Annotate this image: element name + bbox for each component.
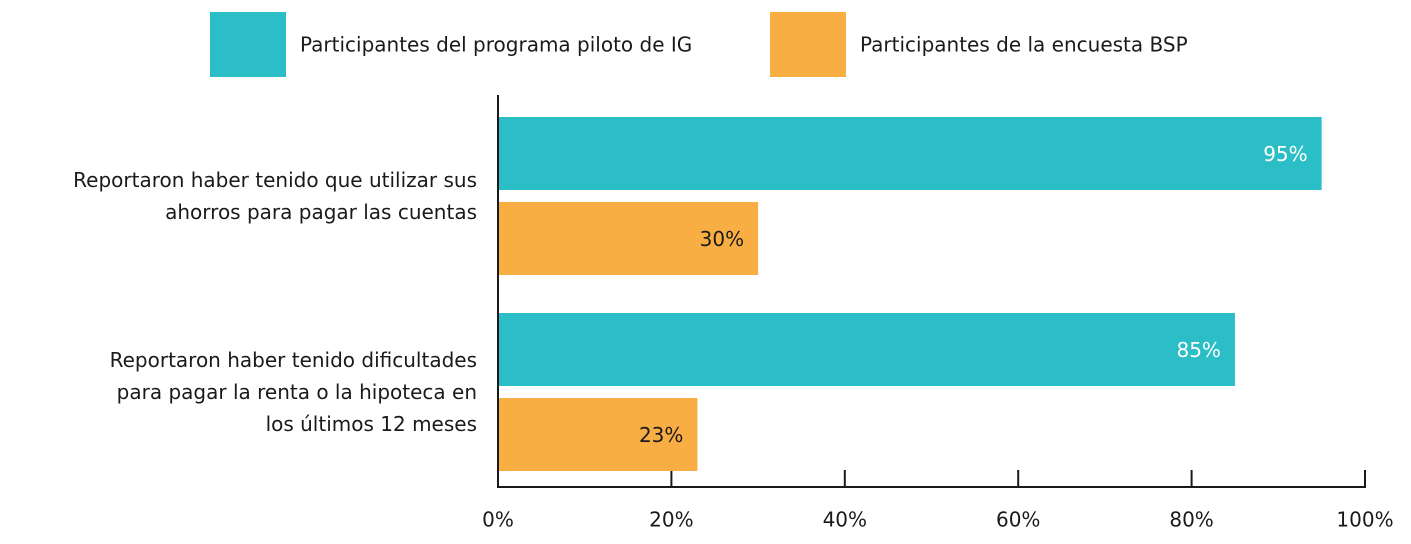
category-label: Reportaron haber tenido que utilizar sus… <box>73 168 477 224</box>
legend-label: Participantes del programa piloto de IG <box>300 33 692 57</box>
value-label: 95% <box>1263 142 1307 166</box>
bar <box>498 117 1322 190</box>
legend-swatch <box>770 12 846 77</box>
bar <box>498 202 759 275</box>
x-tick-label: 20% <box>649 508 693 532</box>
legend-swatch <box>210 12 286 77</box>
x-tick-label: 100% <box>1336 508 1393 532</box>
legend-label: Participantes de la encuesta BSP <box>860 33 1188 57</box>
value-label: 30% <box>700 227 744 251</box>
bar <box>498 313 1235 386</box>
category-label: Reportaron haber tenido dificultades par… <box>109 348 477 436</box>
bar <box>498 398 698 471</box>
x-tick-label: 0% <box>482 508 514 532</box>
value-label: 85% <box>1176 338 1220 362</box>
x-tick-label: 60% <box>996 508 1040 532</box>
x-tick-label: 40% <box>823 508 867 532</box>
value-label: 23% <box>639 423 683 447</box>
x-tick-label: 80% <box>1169 508 1213 532</box>
